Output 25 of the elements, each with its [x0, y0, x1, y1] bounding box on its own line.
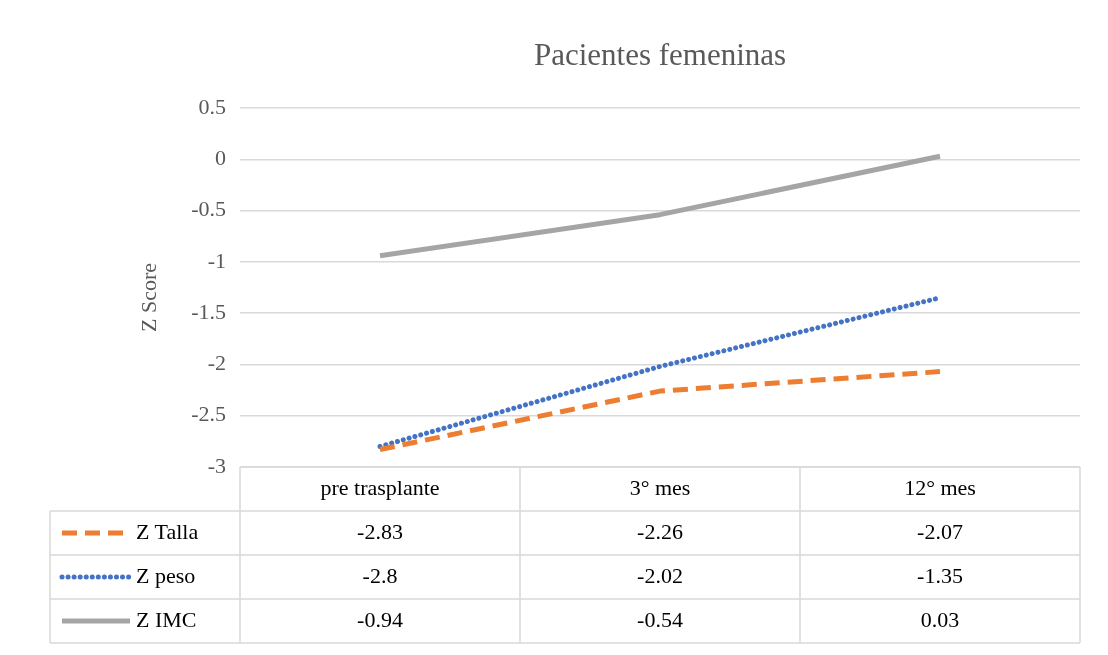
data-label: -2.02: [637, 562, 683, 588]
y-tick-label: -1.5: [191, 298, 226, 324]
y-tick-label: 0: [215, 145, 226, 171]
data-label: -2.8: [362, 562, 398, 588]
y-tick-label: -2.5: [191, 401, 226, 427]
y-tick-label: 0.5: [198, 93, 226, 119]
x-tick-label: 12° mes: [904, 474, 976, 500]
data-label: -2.07: [917, 518, 963, 544]
x-tick-label: 3° mes: [629, 474, 691, 500]
y-tick-label: -3: [207, 452, 226, 478]
data-label: -1.35: [917, 562, 963, 588]
legend-label: Z peso: [136, 562, 196, 588]
y-axis-title: Z Score: [135, 262, 161, 333]
legend-label: Z Talla: [136, 518, 199, 544]
data-label: -2.83: [357, 518, 403, 544]
y-tick-label: -0.5: [191, 196, 226, 222]
data-label: -0.54: [637, 606, 683, 632]
legend-label: Z IMC: [136, 606, 197, 632]
data-label: -0.94: [357, 606, 403, 632]
y-tick-label: -2: [207, 350, 226, 376]
chart-title: Pacientes femeninas: [533, 37, 787, 73]
x-tick-label: pre trasplante: [320, 474, 440, 500]
y-tick-label: -1: [207, 247, 226, 273]
data-label: 0.03: [920, 606, 960, 632]
data-label: -2.26: [637, 518, 683, 544]
